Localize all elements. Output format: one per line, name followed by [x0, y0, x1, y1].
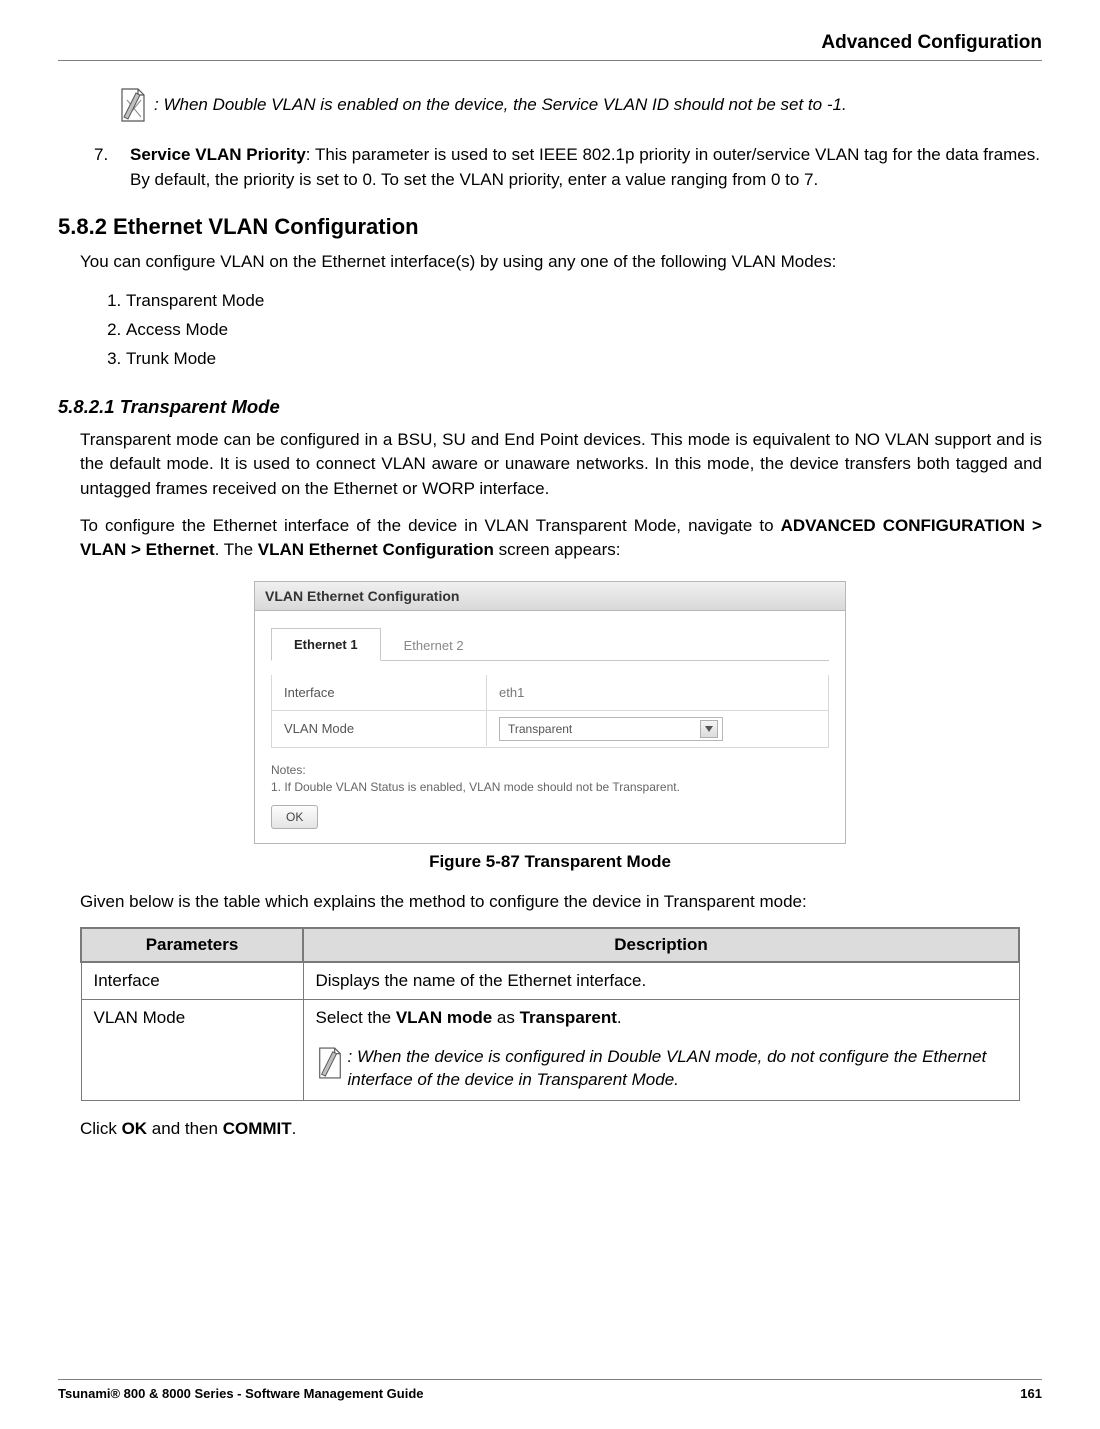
heading-5-8-2: 5.8.2 Ethernet VLAN Configuration	[58, 214, 1042, 240]
transparent-para-1: Transparent mode can be configured in a …	[80, 428, 1042, 502]
header-rule	[58, 60, 1042, 61]
table-row: Interface Displays the name of the Ether…	[81, 962, 1019, 1000]
item-7: 7.Service VLAN Priority: This parameter …	[58, 143, 1042, 192]
field-row-interface: Interface eth1	[271, 675, 829, 711]
table-header-parameters: Parameters	[81, 928, 303, 962]
top-note-text: : When Double VLAN is enabled on the dev…	[154, 94, 847, 116]
top-note: : When Double VLAN is enabled on the dev…	[118, 87, 1042, 123]
heading-5-8-2-1: 5.8.2.1 Transparent Mode	[58, 396, 1042, 418]
vlan-mode-select[interactable]: Transparent	[499, 717, 723, 741]
page-footer: Tsunami® 800 & 8000 Series - Software Ma…	[58, 1371, 1042, 1401]
notes-heading: Notes:	[271, 762, 829, 779]
note-icon	[118, 87, 148, 123]
cell-interface-desc: Displays the name of the Ethernet interf…	[303, 962, 1019, 1000]
notes-item: 1. If Double VLAN Status is enabled, VLA…	[271, 779, 829, 796]
cell-vlanmode-param: VLAN Mode	[81, 1000, 303, 1101]
item-7-number: 7.	[94, 143, 130, 168]
field-label-vlan-mode: VLAN Mode	[272, 711, 487, 746]
cell-vlanmode-desc: Select the VLAN mode as Transparent. : W…	[303, 1000, 1019, 1101]
ok-button[interactable]: OK	[271, 805, 318, 829]
footer-left: Tsunami® 800 & 8000 Series - Software Ma…	[58, 1386, 424, 1401]
table-intro: Given below is the table which explains …	[80, 890, 1042, 915]
vlanmode-note-text: : When the device is configured in Doubl…	[348, 1046, 1007, 1092]
tab-ethernet-2[interactable]: Ethernet 2	[381, 629, 487, 661]
intro-para: You can configure VLAN on the Ethernet i…	[80, 250, 1042, 275]
vlanmode-note: : When the device is configured in Doubl…	[316, 1046, 1007, 1092]
footer-rule	[58, 1379, 1042, 1380]
vlan-mode-select-value: Transparent	[508, 722, 572, 736]
note-icon	[316, 1046, 344, 1080]
transparent-para-2: To configure the Ethernet interface of t…	[80, 514, 1042, 563]
panel-title: VLAN Ethernet Configuration	[255, 582, 845, 611]
list-item: Trunk Mode	[126, 345, 1042, 374]
vlan-ethernet-config-screenshot: VLAN Ethernet Configuration Ethernet 1 E…	[254, 581, 846, 845]
transparent-mode-table: Parameters Description Interface Display…	[80, 927, 1020, 1101]
cell-interface-param: Interface	[81, 962, 303, 1000]
header-title: Advanced Configuration	[58, 32, 1042, 54]
field-label-interface: Interface	[272, 675, 487, 710]
item-7-title: Service VLAN Priority	[130, 145, 306, 164]
list-item: Access Mode	[126, 316, 1042, 345]
list-item: Transparent Mode	[126, 287, 1042, 316]
table-row: VLAN Mode Select the VLAN mode as Transp…	[81, 1000, 1019, 1101]
vlan-mode-list: Transparent Mode Access Mode Trunk Mode	[58, 287, 1042, 374]
screenshot-notes: Notes: 1. If Double VLAN Status is enabl…	[271, 762, 829, 796]
field-row-vlan-mode: VLAN Mode Transparent	[271, 711, 829, 748]
closing-para: Click OK and then COMMIT.	[80, 1117, 1042, 1142]
figure-caption: Figure 5-87 Transparent Mode	[58, 852, 1042, 872]
table-header-description: Description	[303, 928, 1019, 962]
tab-row: Ethernet 1 Ethernet 2	[271, 627, 829, 661]
footer-page-number: 161	[1020, 1386, 1042, 1401]
field-value-interface: eth1	[487, 679, 828, 706]
tab-ethernet-1[interactable]: Ethernet 1	[271, 628, 381, 661]
chevron-down-icon	[700, 720, 718, 738]
